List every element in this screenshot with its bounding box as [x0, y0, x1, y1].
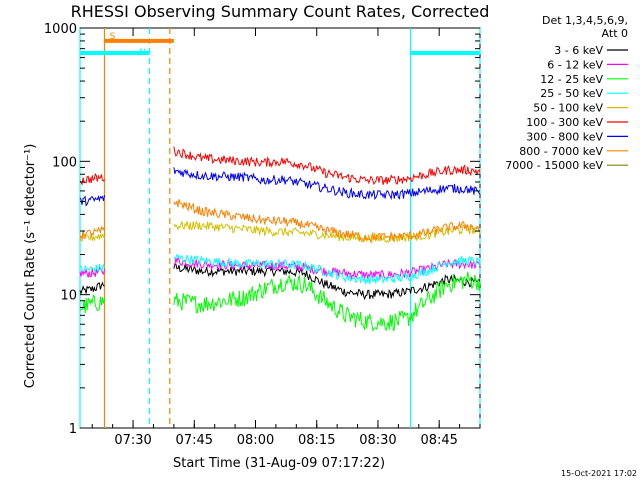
- series-line-800-7000-kev: [79, 199, 481, 243]
- legend-label-6: 300 - 800 keV: [526, 130, 603, 143]
- legend-label-5: 100 - 300 keV: [526, 116, 603, 129]
- y-axis-ticks: 1 10 100 1000: [44, 22, 480, 437]
- x-tick-label-1: 07:45: [176, 433, 213, 448]
- x-axis-ticks: 07:30 07:45 08:00 08:15 08:30 08:45: [91, 28, 481, 448]
- series-line-300-800-kev: [79, 167, 481, 207]
- series-line-6-12-kev: [79, 256, 481, 281]
- x-tick-label-3: 08:15: [298, 433, 335, 448]
- legend-header-line-2: Att 0: [602, 27, 628, 40]
- legend-label-3: 25 - 50 keV: [540, 87, 603, 100]
- series-line-3-6-kev: [79, 262, 481, 301]
- x-tick-label-5: 08:45: [420, 433, 457, 448]
- series-line-12-25-kev: [79, 271, 481, 333]
- series-line-100-300-kev: [79, 146, 481, 186]
- legend-label-8: 7000 - 15000 keV: [505, 159, 603, 172]
- y-tick-label-0: 1: [69, 422, 77, 437]
- x-axis-label: Start Time (31-Aug-09 07:17:22): [173, 456, 385, 471]
- y-tick-label-3: 1000: [44, 22, 77, 37]
- x-tick-label-2: 08:00: [237, 433, 274, 448]
- legend-label-1: 6 - 12 keV: [547, 58, 603, 71]
- plot-area: SN: [79, 27, 481, 429]
- x-tick-label-4: 08:30: [359, 433, 396, 448]
- legend-label-0: 3 - 6 keV: [554, 44, 603, 57]
- legend-label-2: 12 - 25 keV: [540, 73, 603, 86]
- y-tick-label-1: 10: [60, 289, 77, 304]
- y-tick-label-2: 100: [52, 155, 77, 170]
- y-axis-label: Corrected Count Rate (s⁻¹ detector⁻¹): [23, 144, 38, 389]
- state-bar-label-n: N: [139, 48, 146, 58]
- date-stamp: 15-Oct-2021 17:02: [561, 469, 637, 478]
- legend-label-7: 800 - 7000 keV: [519, 145, 603, 158]
- plot-frame: [79, 27, 481, 429]
- state-bar-label-s: S: [110, 32, 116, 42]
- x-tick-label-0: 07:30: [114, 433, 151, 448]
- chart-title: RHESSI Observing Summary Count Rates, Co…: [71, 2, 490, 21]
- legend-header-line-1: Det 1,3,4,5,6,9,: [542, 14, 628, 27]
- legend-label-4: 50 - 100 keV: [533, 102, 603, 115]
- series-line-25-50-kev: [79, 253, 481, 285]
